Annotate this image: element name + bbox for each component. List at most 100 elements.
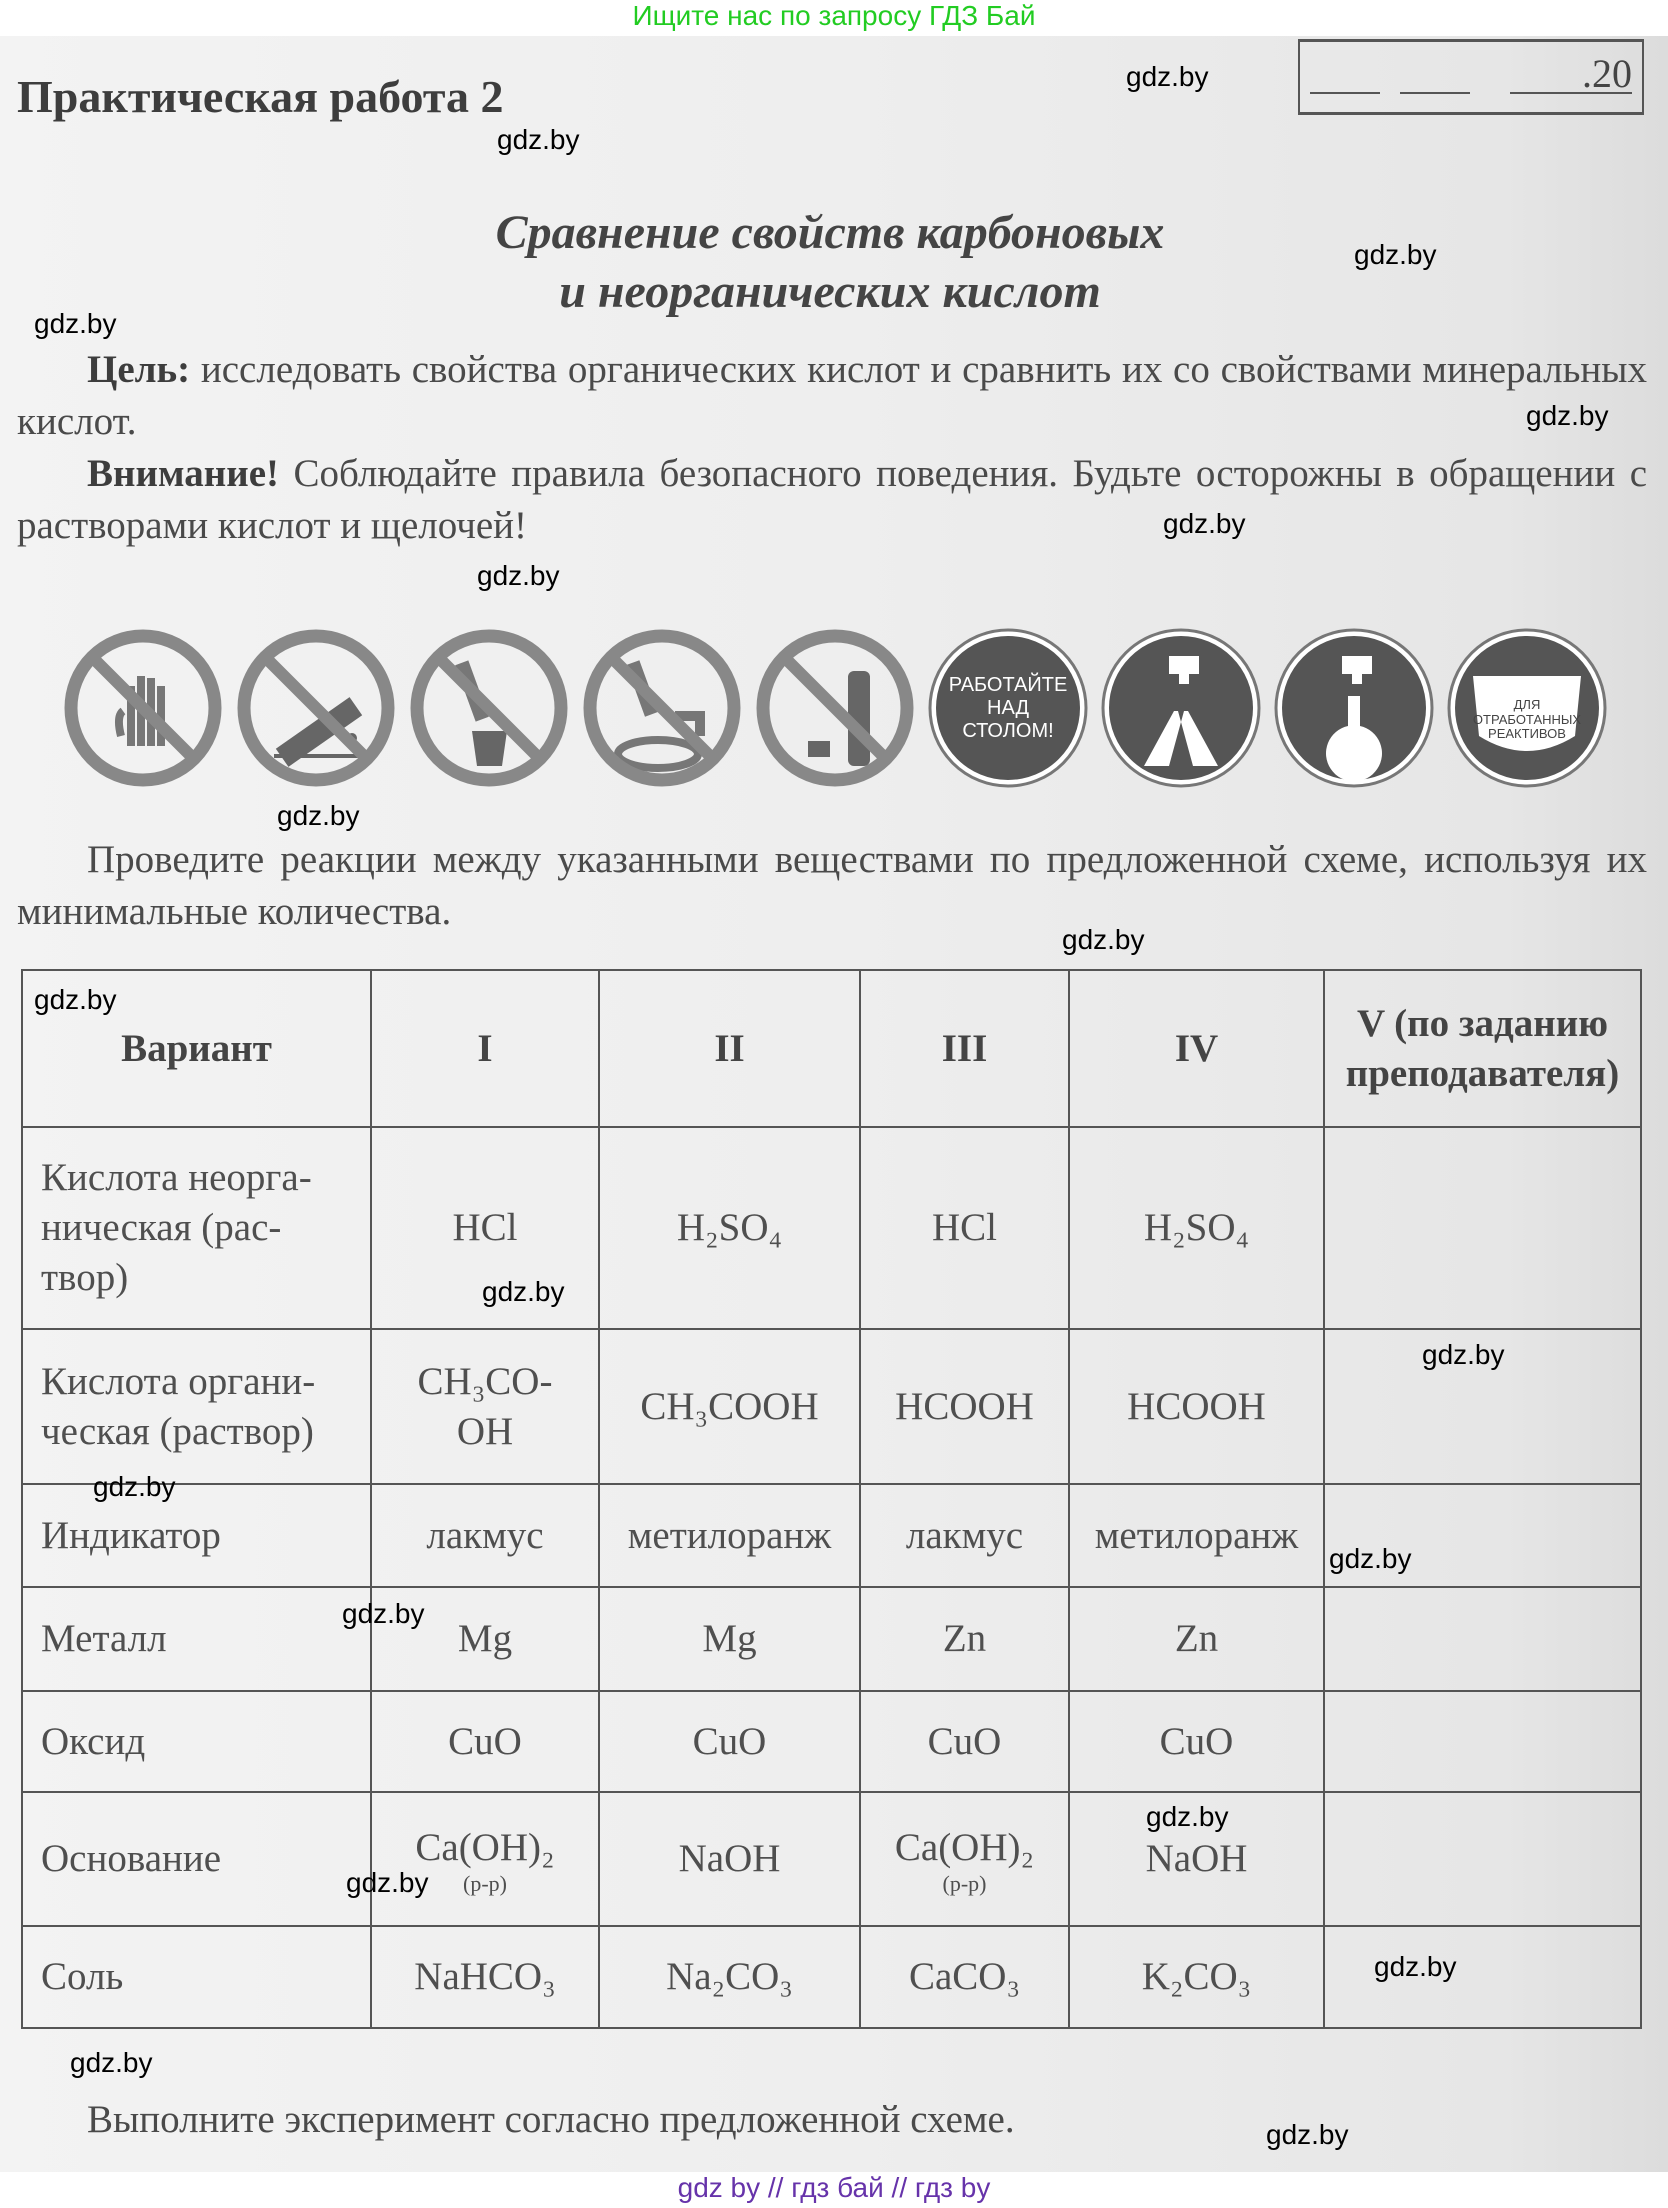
icon-caption-line: ДЛЯ [1513,696,1541,712]
icon-caption-line: ОТРАБОТАННЫХ [1472,711,1582,727]
watermark: gdz.by [70,2047,153,2078]
table-row: Металл Mg Mg Zn Zn [21,1586,1642,1692]
no-pour-into-sink-icon [580,626,744,790]
watermark: gdz.by [1354,239,1437,270]
table-row: Индикатор лакмус метилоранж лакмус метилоран… [21,1483,1642,1588]
table-cell[interactable] [1323,1483,1642,1588]
header-variant-2: II [598,969,861,1128]
table-cell: лакмус [370,1483,600,1588]
date-year-suffix: .20 [1582,51,1632,96]
cell-value: K₂CO₃ [1141,1955,1252,1998]
watermark: gdz.by [1329,1543,1412,1574]
watermark: gdz.by [342,1598,425,1629]
cell-value: Na₂CO₃ [666,1955,793,1998]
cell-value: Zn [1174,1617,1219,1660]
warning-paragraph: Внимание! Соблюдайте правила безопасного… [17,448,1647,552]
cell-value: метилоранж [1094,1513,1299,1557]
subtitle-line-1: Сравнение свойств карбоновых [495,206,1165,259]
watermark: gdz.by [93,1471,176,1502]
watermark: gdz.by [1266,2119,1349,2150]
cell-value: CuO [1159,1719,1234,1763]
table-cell: HCl [370,1126,600,1330]
table-cell[interactable] [1323,1925,1642,2029]
wash-hands-icon [1099,626,1263,790]
row-label: Металл [21,1586,372,1692]
row-label: Соль [21,1925,372,2029]
watermark: gdz.by [1126,61,1209,92]
variants-table: Вариант I II III IV V (по заданию преподавате… [21,969,1642,2029]
cell-value: Mg [702,1617,757,1660]
table-cell: H₂SO₄ [598,1126,861,1330]
cell-value: лакмус [905,1513,1024,1557]
closing-paragraph: Выполните эксперимент согласно предложен… [87,2098,1015,2141]
table-cell: CH₃COOH [598,1328,861,1485]
cell-note: (р-р) [942,1871,987,1896]
cell-value: CuO [692,1719,767,1763]
table-cell: NaHCO₃ [370,1925,600,2029]
header-variant: Вариант [21,969,372,1128]
cell-value: CuO [448,1719,522,1763]
waste-container-icon: ДЛЯ ОТРАБОТАННЫХ РЕАКТИВОВ [1445,626,1609,790]
cell-value: NaOH [1145,1837,1248,1880]
warning-text: Соблюдайте правила безопасного поведения… [17,452,1647,547]
row-label: Кислота органи- ческая (раствор) [21,1328,372,1485]
rinse-flask-icon [1272,626,1436,790]
table-cell: HCl [859,1126,1070,1330]
header-variant-3: III [859,969,1070,1128]
table-cell: CH₃CO- OH [370,1328,600,1485]
watermark: gdz.by [1422,1339,1505,1370]
table-cell: CaCO₃ [859,1925,1070,2029]
table-cell: Mg [370,1586,600,1692]
watermark: gdz.by [477,560,560,591]
table-cell: метилоранж [1068,1483,1325,1588]
row-label: Основание [21,1791,372,1927]
date-field[interactable]: .20 [1298,39,1644,115]
table-row: Соль NaHCO₃ Na₂CO₃ CaCO₃ K₂CO₃ [21,1925,1642,2029]
table-cell: Na₂CO₃ [598,1925,861,2029]
table-cell: H₂SO₄ [1068,1126,1325,1330]
table-cell: CuO [598,1690,861,1793]
header-variant-4: IV [1068,969,1325,1128]
cell-value: H₂SO₄ [676,1206,783,1249]
table-header-row: Вариант I II III IV V (по заданию преподавате… [21,969,1642,1128]
table-cell: HCOOH [859,1328,1070,1485]
table-cell: HCOOH [1068,1328,1325,1485]
no-taste-icon [234,626,398,790]
watermark: gdz.by [482,1276,565,1307]
page-title: Практическая работа 2 [17,71,504,122]
cell-value: HCOOH [1127,1384,1266,1428]
table-cell: Ca(OH)₂ (р-р) [859,1791,1070,1927]
table-cell: CuO [370,1690,600,1793]
table-cell[interactable] [1323,1126,1642,1330]
cell-value: Zn [942,1617,987,1660]
cell-value: CH₃CO- OH [417,1359,553,1453]
goal-paragraph: Цель: исследовать свойства органических … [17,344,1647,448]
table-cell: CuO [859,1690,1070,1793]
no-touch-hand-icon [61,626,225,790]
instruction-paragraph: Проведите реакции между указанными вещес… [17,838,1647,933]
cell-value: NaOH [678,1837,781,1880]
no-pour-into-glass-icon [407,626,571,790]
cell-value: HCOOH [895,1384,1034,1428]
watermark: gdz.by [1374,1951,1457,1982]
footer-banner: gdz by // гдз бай // гдз by [677,2172,991,2203]
cell-value: Ca(OH)₂ [894,1826,1035,1869]
top-banner: Ищите нас по запросу ГДЗ Бай [632,0,1036,31]
table-cell[interactable] [1323,1328,1642,1485]
icon-caption-line: РАБОТАЙТЕ [948,673,1068,696]
table-cell: NaOH [598,1791,861,1927]
icon-caption-line: СТОЛОМ! [962,719,1054,742]
row-label: Оксид [21,1690,372,1793]
table-cell[interactable] [1323,1690,1642,1793]
table-cell: Zn [1068,1586,1325,1692]
work-over-table-icon: РАБОТАЙТЕ НАД СТОЛОМ! [926,626,1090,790]
cell-value: CaCO₃ [908,1955,1021,1998]
table-cell[interactable] [1323,1791,1642,1927]
icon-caption-line: НАД [987,696,1029,719]
table-cell[interactable] [1323,1586,1642,1692]
cell-value: NaHCO₃ [414,1955,556,1998]
watermark: gdz.by [34,984,117,1015]
warning-label: Внимание! [87,452,279,495]
goal-text: исследовать свойства органических кислот… [17,348,1647,443]
cell-value: лакмус [426,1513,544,1557]
